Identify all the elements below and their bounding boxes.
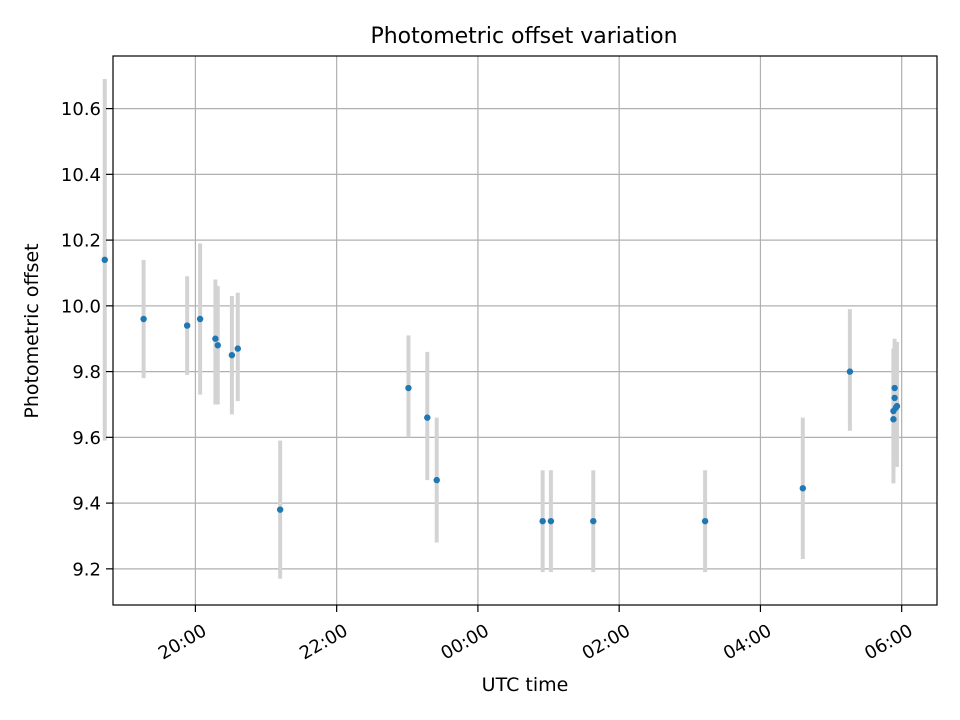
data-point — [539, 517, 546, 525]
data-point — [701, 517, 709, 525]
y-tick-label: 10.6 — [61, 99, 101, 120]
y-tick-label: 10.0 — [61, 296, 101, 317]
x-axis-label: UTC time — [482, 674, 569, 696]
y-tick-label: 9.8 — [72, 362, 101, 383]
y-tick-label: 9.2 — [72, 559, 101, 580]
grid-lines — [113, 56, 937, 605]
x-tick-label: 00:00 — [437, 620, 492, 664]
data-point — [893, 402, 901, 410]
data-points — [101, 256, 901, 525]
data-point — [140, 315, 147, 323]
data-point — [590, 517, 597, 525]
data-point — [276, 506, 284, 513]
y-tick-label: 9.4 — [72, 494, 101, 515]
data-point — [891, 384, 898, 392]
data-point — [846, 368, 854, 375]
error-bars — [102, 79, 899, 579]
x-tick-label: 22:00 — [296, 620, 351, 664]
x-tick-label: 02:00 — [579, 620, 634, 664]
data-point — [547, 517, 555, 525]
data-point — [799, 485, 807, 492]
x-tick-label: 20:00 — [155, 620, 210, 664]
data-point — [433, 476, 440, 484]
y-axis-ticks: 9.2 9.4 9.6 9.8 10.0 10.2 10.4 10.6 — [61, 99, 113, 580]
x-axis-ticks: 20:00 22:00 00:00 02:00 04:00 06:00 — [155, 605, 917, 664]
x-tick-label: 06:00 — [861, 620, 916, 664]
data-point — [234, 345, 241, 352]
data-point — [196, 315, 204, 323]
data-point — [214, 342, 221, 349]
data-point — [212, 335, 219, 342]
y-tick-label: 10.4 — [61, 165, 101, 186]
data-point — [228, 351, 236, 359]
data-point — [890, 416, 897, 423]
y-tick-label: 9.6 — [72, 428, 101, 449]
data-point — [405, 384, 412, 392]
y-tick-label: 10.2 — [61, 231, 101, 252]
data-point — [891, 394, 898, 402]
data-point — [101, 256, 108, 264]
data-point — [183, 322, 191, 329]
x-tick-label: 04:00 — [720, 620, 775, 664]
y-axis-label: Photometric offset — [21, 243, 43, 418]
chart-title: Photometric offset variation — [370, 24, 677, 49]
data-point — [424, 414, 431, 421]
plot-area-frame — [112, 55, 938, 606]
